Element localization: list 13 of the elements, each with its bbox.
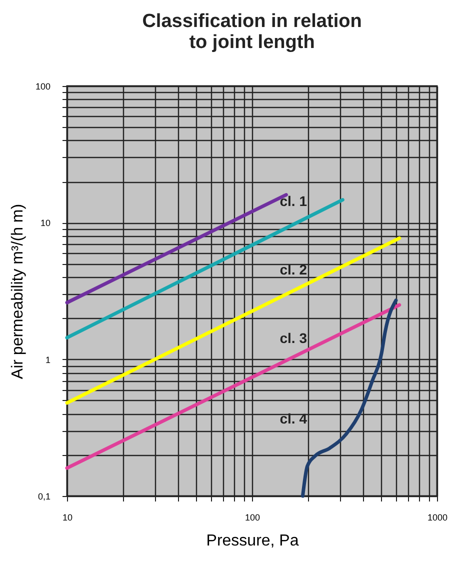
annotation: cl. 1	[280, 193, 308, 210]
y-axis-title: Air permeability m³/(h m)	[9, 204, 26, 380]
x-tick-label: 1000	[427, 512, 448, 522]
x-tick-label: 10	[62, 512, 73, 522]
x-axis-title: Pressure, Pa	[206, 532, 299, 550]
x-tick-label: 100	[244, 512, 260, 522]
chart-title: Classification in relation to joint length	[142, 11, 362, 53]
y-tick-label: 1	[45, 354, 50, 365]
y-tick-label: 100	[35, 82, 50, 92]
y-tick-label: 0,1	[38, 492, 50, 502]
y-tick-label: 10	[40, 218, 50, 228]
annotation: cl. 3	[280, 330, 308, 346]
annotation: cl. 2	[280, 262, 308, 278]
